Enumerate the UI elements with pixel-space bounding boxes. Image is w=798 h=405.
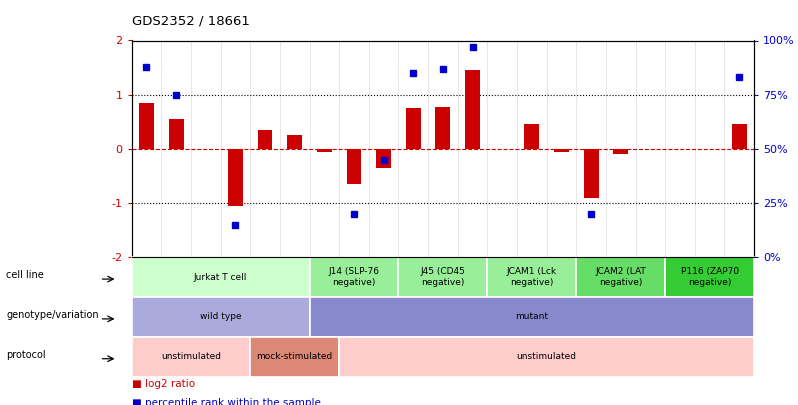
- Text: cell line: cell line: [6, 270, 44, 280]
- Bar: [228, 149, 243, 206]
- Bar: [317, 149, 332, 151]
- Text: mock-stimulated: mock-stimulated: [257, 352, 333, 361]
- Text: wild type: wild type: [200, 312, 242, 322]
- Text: JCAM2 (LAT
negative): JCAM2 (LAT negative): [595, 267, 646, 287]
- Text: genotype/variation: genotype/variation: [6, 310, 99, 320]
- Text: ■ log2 ratio: ■ log2 ratio: [132, 379, 195, 389]
- Bar: [346, 149, 361, 184]
- Bar: [287, 135, 302, 149]
- Text: protocol: protocol: [6, 350, 46, 360]
- Bar: [465, 70, 480, 149]
- Text: JCAM1 (Lck
negative): JCAM1 (Lck negative): [507, 267, 557, 287]
- Text: unstimulated: unstimulated: [161, 352, 221, 361]
- Text: J14 (SLP-76
negative): J14 (SLP-76 negative): [329, 267, 380, 287]
- Text: unstimulated: unstimulated: [516, 352, 577, 361]
- Text: Jurkat T cell: Jurkat T cell: [194, 273, 247, 281]
- Text: GDS2352 / 18661: GDS2352 / 18661: [132, 14, 250, 27]
- Bar: [732, 124, 747, 149]
- Text: P116 (ZAP70
negative): P116 (ZAP70 negative): [681, 267, 739, 287]
- Bar: [139, 103, 154, 149]
- Bar: [436, 107, 450, 149]
- Bar: [583, 149, 598, 198]
- Bar: [258, 130, 272, 149]
- Text: mutant: mutant: [516, 312, 548, 322]
- Bar: [168, 119, 184, 149]
- Bar: [406, 108, 421, 149]
- Bar: [376, 149, 391, 168]
- Text: ■ percentile rank within the sample: ■ percentile rank within the sample: [132, 398, 321, 405]
- Bar: [554, 149, 569, 151]
- Text: J45 (CD45
negative): J45 (CD45 negative): [421, 267, 465, 287]
- Bar: [524, 124, 539, 149]
- Bar: [614, 149, 628, 154]
